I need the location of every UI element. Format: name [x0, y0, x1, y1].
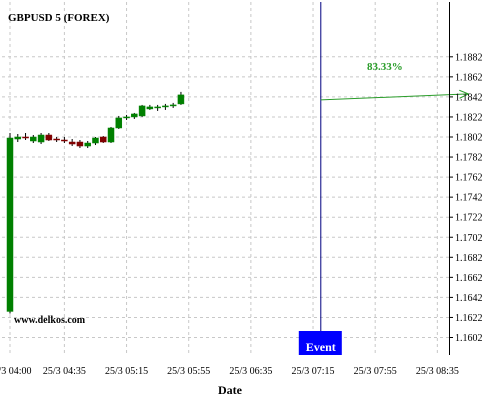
chart-title: GBPUSD 5 (FOREX)	[8, 12, 110, 24]
candle-body	[99, 136, 107, 143]
candle-body	[68, 141, 76, 145]
candle-down	[53, 137, 60, 143]
candle-up	[107, 126, 115, 144]
candle-body	[131, 113, 138, 118]
candle-body	[154, 106, 161, 109]
y-tick-label: 1.1862	[455, 72, 483, 83]
y-tick-label: 1.1702	[455, 233, 483, 244]
event-box	[298, 331, 342, 355]
y-tick-label: 1.1802	[455, 133, 483, 144]
x-tick-label: 25/3 05:15	[105, 366, 148, 377]
candle-down	[76, 140, 84, 149]
x-tick-label: 25/3 04:00	[0, 366, 32, 377]
y-tick-label: 1.1782	[455, 153, 483, 164]
candle-up	[123, 114, 130, 120]
y-axis: 1.1882 1.1862 1.1842 1.1822 1.1802 1.1782 1.17…	[449, 52, 483, 344]
candle-down	[68, 139, 76, 147]
candle-body	[22, 136, 29, 139]
x-tick-label: 25/3 04:35	[43, 366, 86, 377]
forecast-layer: 83.33%	[320, 61, 470, 101]
candle-up	[84, 141, 91, 149]
candle-up	[146, 104, 154, 110]
candle-up	[6, 132, 14, 314]
y-tick-label: 1.1882	[455, 52, 483, 63]
y-tick-label: 1.1842	[455, 92, 483, 103]
y-tick-label: 1.1642	[455, 293, 483, 304]
y-tick-label: 1.1682	[455, 253, 483, 264]
y-tick-label: 1.1662	[455, 273, 483, 284]
candle-body	[84, 142, 91, 147]
candle-up	[177, 91, 185, 105]
event-label: Event	[306, 340, 336, 354]
candle-up	[154, 104, 161, 111]
candle-body	[169, 104, 177, 107]
candle-body	[162, 105, 169, 108]
y-tick-label: 1.1742	[455, 193, 483, 204]
candle-down	[99, 135, 107, 144]
forecast-arrow-line	[320, 93, 469, 101]
candle-up	[162, 103, 169, 110]
forecast-arrow-head	[459, 89, 470, 99]
x-axis: 25/3 04:00 25/3 04:35 25/3 05:15 25/3 05:55…	[0, 366, 459, 377]
x-tick-label: 25/3 08:35	[416, 366, 459, 377]
candle-up	[37, 132, 45, 145]
candle-up	[138, 104, 146, 117]
candle-body	[45, 134, 53, 141]
candle-body	[146, 106, 154, 110]
candle-body	[53, 138, 60, 141]
candle-body	[138, 105, 146, 117]
y-tick-label: 1.1622	[455, 313, 483, 324]
candle-body	[61, 139, 68, 142]
candle-down	[45, 132, 53, 142]
y-axis-line	[449, 2, 450, 355]
event-layer: Event	[298, 2, 342, 355]
grid-layer	[2, 2, 449, 355]
candle-body	[115, 117, 123, 129]
candle-layer	[6, 91, 185, 314]
candle-body	[14, 136, 22, 140]
candle-up	[30, 134, 37, 144]
forecast-probability-label: 83.33%	[367, 61, 403, 73]
x-tick-label: 25/3 07:55	[354, 366, 397, 377]
candle-down	[22, 132, 29, 141]
candle-body	[76, 141, 84, 147]
y-tick-label: 1.1762	[455, 173, 483, 184]
candle-up	[14, 133, 22, 143]
candle-body	[107, 127, 115, 143]
x-axis-title: Date	[218, 383, 243, 397]
x-tick-label: 25/3 05:55	[167, 366, 210, 377]
x-tick-label: 25/3 06:35	[229, 366, 272, 377]
x-tick-label: 25/3 07:15	[291, 366, 334, 377]
y-tick-label: 1.1602	[455, 333, 483, 344]
y-tick-label: 1.1722	[455, 213, 483, 224]
candle-body	[37, 134, 45, 143]
y-tick-label: 1.1822	[455, 112, 483, 123]
candle-up	[115, 115, 123, 129]
candle-up	[92, 137, 99, 146]
candle-body	[30, 136, 37, 142]
candle-body	[177, 94, 185, 105]
candle-body	[6, 137, 14, 312]
candle-up	[169, 102, 177, 108]
candle-body	[123, 116, 130, 119]
candle-down	[61, 137, 68, 144]
watermark: www.delkos.com	[14, 315, 86, 326]
candle-body	[92, 137, 99, 144]
candle-up	[131, 112, 138, 119]
